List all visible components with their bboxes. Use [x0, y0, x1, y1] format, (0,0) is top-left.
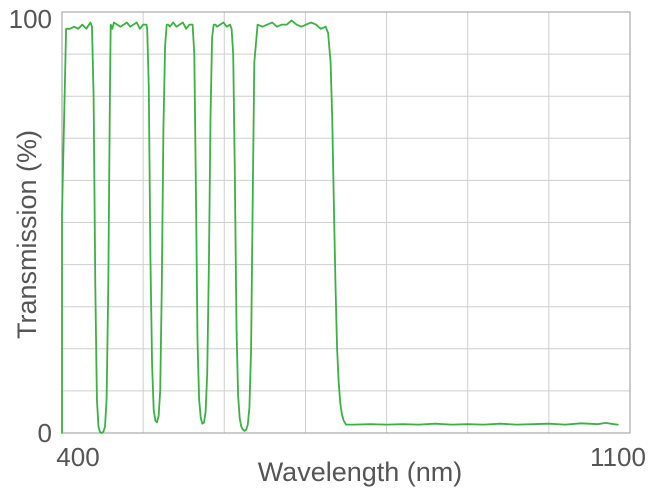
series-layer [61, 19, 619, 434]
y-axis-label: Transmission (%) [12, 130, 42, 339]
tick-labels: 0 100 400 1100 [9, 4, 646, 472]
gridlines [62, 12, 630, 433]
x-tick-label: 400 [56, 442, 99, 472]
x-tick-label: 1100 [590, 442, 646, 472]
y-tick-label: 100 [9, 4, 52, 34]
transmission-line [61, 19, 619, 434]
x-axis-label: Wavelength (nm) [258, 457, 463, 487]
y-tick-label: 0 [38, 418, 52, 448]
